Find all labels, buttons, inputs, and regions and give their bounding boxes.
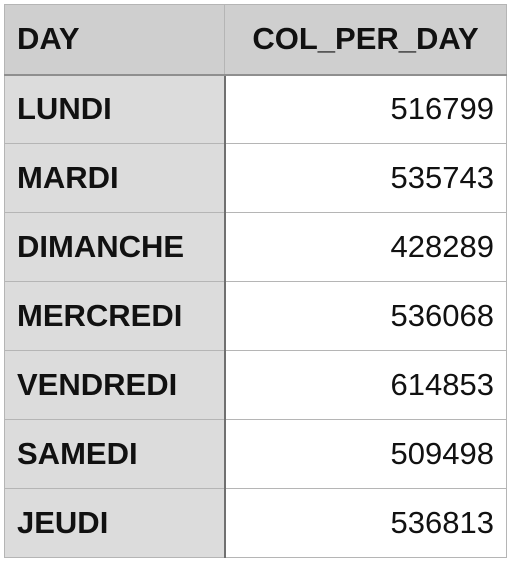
day-cell: MARDI [4,143,226,213]
table-row: JEUDI 536813 [4,488,507,558]
table-row: SAMEDI 509498 [4,419,507,489]
table-header: DAY COL_PER_DAY [4,4,507,76]
day-cell: JEUDI [4,488,226,558]
day-cell: SAMEDI [4,419,226,489]
header-day: DAY [4,4,225,76]
header-col-per-day: COL_PER_DAY [224,4,507,76]
value-cell: 509498 [224,419,507,489]
value-cell: 516799 [224,74,507,144]
table-row: DIMANCHE 428289 [4,212,507,282]
value-cell: 536068 [224,281,507,351]
table-body: LUNDI 516799 MARDI 535743 DIMANCHE 42828… [4,74,507,558]
header-row: DAY COL_PER_DAY [4,4,507,76]
day-cell: DIMANCHE [4,212,226,282]
value-cell: 535743 [224,143,507,213]
day-cell: VENDREDI [4,350,226,420]
data-table: DAY COL_PER_DAY LUNDI 516799 MARDI 53574… [4,4,507,558]
day-cell: MERCREDI [4,281,226,351]
value-cell: 614853 [224,350,507,420]
value-cell: 428289 [224,212,507,282]
table-row: LUNDI 516799 [4,74,507,144]
day-cell: LUNDI [4,74,226,144]
table-row: VENDREDI 614853 [4,350,507,420]
table-row: MARDI 535743 [4,143,507,213]
table-row: MERCREDI 536068 [4,281,507,351]
value-cell: 536813 [224,488,507,558]
